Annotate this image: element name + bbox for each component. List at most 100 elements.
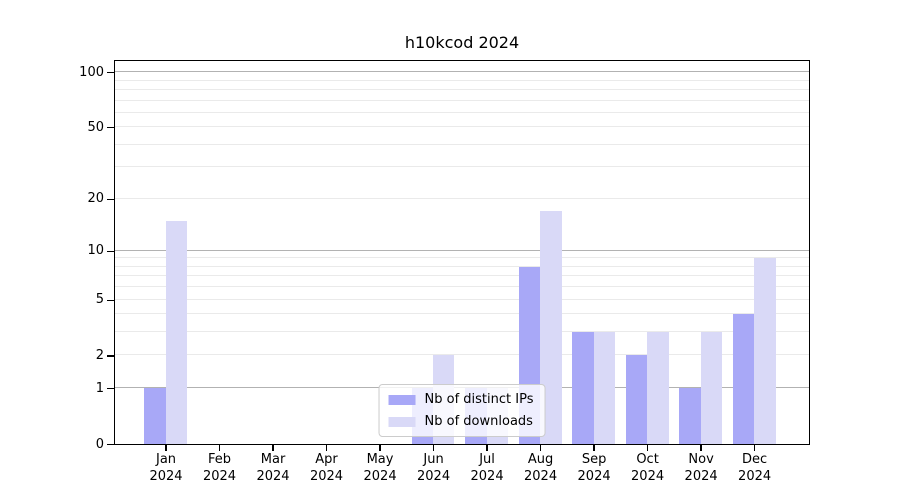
x-tick-year: 2024 xyxy=(577,468,611,484)
y-tick-mark xyxy=(107,72,114,74)
y-tick-label: 2 xyxy=(95,347,104,363)
minor-gridline xyxy=(115,265,809,267)
bar-downloads-nov xyxy=(700,332,723,444)
bar-distinct-ips-oct xyxy=(625,355,648,444)
x-tick-mark xyxy=(539,445,542,451)
x-tick-month: Jan xyxy=(155,452,177,467)
x-tick-label-nov: Nov 2024 xyxy=(666,452,736,485)
minor-gridline xyxy=(115,166,809,168)
minor-gridline xyxy=(115,99,809,101)
minor-gridline xyxy=(115,126,809,128)
x-tick-year: 2024 xyxy=(256,468,290,484)
x-tick-label-jul: Jul 2024 xyxy=(452,452,522,485)
x-tick-label-apr: Apr 2024 xyxy=(292,452,362,485)
bar-downloads-aug xyxy=(540,211,562,444)
minor-gridline xyxy=(115,286,809,288)
x-tick-mark xyxy=(593,445,595,451)
legend-swatch-distinct-ips xyxy=(388,394,416,405)
plot-area: Nb of distinct IPs Nb of downloads xyxy=(114,60,810,445)
legend-item-downloads: Nb of downloads xyxy=(388,414,534,429)
x-tick-year: 2024 xyxy=(149,468,183,484)
minor-gridline xyxy=(115,197,809,199)
y-tick-label: 50 xyxy=(87,119,104,135)
y-tick-label: 20 xyxy=(87,191,104,207)
chart-title: h10kcod 2024 xyxy=(404,33,520,52)
minor-gridline xyxy=(115,298,809,300)
x-tick-month: Mar xyxy=(260,452,286,467)
bar-distinct-ips-jan xyxy=(144,388,166,444)
legend-label-distinct-ips: Nb of distinct IPs xyxy=(424,392,534,407)
x-tick-mark xyxy=(486,445,488,451)
minor-gridline xyxy=(115,88,809,90)
x-tick-label-jun: Jun 2024 xyxy=(399,452,469,485)
bar-distinct-ips-sep xyxy=(572,332,594,444)
x-tick-mark xyxy=(218,445,221,451)
x-tick-label-dec: Dec 2024 xyxy=(720,452,790,485)
x-tick-year: 2024 xyxy=(202,468,237,484)
x-tick-month: Jun xyxy=(423,452,444,467)
x-tick-label-feb: Feb 2024 xyxy=(185,452,255,485)
x-tick-month: Apr xyxy=(315,452,338,467)
x-tick-label-oct: Oct 2024 xyxy=(613,452,683,485)
x-tick-mark xyxy=(325,445,328,451)
x-tick-label-may: May 2024 xyxy=(345,452,415,485)
legend: Nb of distinct IPs Nb of downloads xyxy=(378,384,546,437)
minor-gridline xyxy=(115,331,809,333)
y-tick-mark xyxy=(107,198,114,200)
minor-gridline xyxy=(115,354,809,356)
bar-downloads-oct xyxy=(647,332,669,444)
bar-distinct-ips-dec xyxy=(732,314,755,444)
x-tick-month: Feb xyxy=(208,452,232,467)
x-tick-label-mar: Mar 2024 xyxy=(238,452,308,485)
minor-gridline xyxy=(115,143,809,145)
x-tick-mark xyxy=(165,445,167,451)
x-tick-mark xyxy=(754,445,756,451)
x-tick-year: 2024 xyxy=(738,468,772,484)
y-tick-mark xyxy=(107,127,114,129)
y-tick-label: 5 xyxy=(95,292,104,308)
x-tick-mark xyxy=(379,445,381,451)
major-gridline xyxy=(115,71,809,73)
major-gridline xyxy=(115,249,809,251)
legend-swatch-downloads xyxy=(388,416,416,427)
x-tick-year: 2024 xyxy=(309,468,344,484)
y-tick-mark xyxy=(107,250,114,252)
x-tick-year: 2024 xyxy=(631,468,665,484)
y-tick-mark xyxy=(107,355,114,357)
x-tick-year: 2024 xyxy=(470,468,504,484)
x-tick-label-sep: Sep 2024 xyxy=(559,452,629,485)
x-tick-month: Nov xyxy=(688,452,714,467)
x-tick-month: Jul xyxy=(479,452,495,467)
x-tick-month: Dec xyxy=(742,452,768,467)
legend-label-downloads: Nb of downloads xyxy=(424,414,533,429)
x-tick-label-aug: Aug 2024 xyxy=(506,452,576,485)
bar-distinct-ips-nov xyxy=(679,388,701,444)
bar-downloads-sep xyxy=(593,332,616,444)
y-tick-mark xyxy=(107,299,114,301)
y-tick-label: 0 xyxy=(95,436,104,452)
x-tick-year: 2024 xyxy=(363,468,397,484)
minor-gridline xyxy=(115,257,809,259)
minor-gridline xyxy=(115,111,809,113)
minor-gridline xyxy=(115,313,809,315)
x-tick-mark xyxy=(432,445,435,451)
legend-item-distinct-ips: Nb of distinct IPs xyxy=(388,392,534,407)
y-tick-mark xyxy=(107,388,114,390)
x-tick-label-jan: Jan 2024 xyxy=(131,452,201,485)
y-tick-label: 1 xyxy=(95,380,104,396)
x-tick-year: 2024 xyxy=(684,468,718,484)
bar-downloads-jan xyxy=(165,220,187,444)
y-tick-mark xyxy=(107,443,114,446)
x-tick-mark xyxy=(646,445,649,451)
x-tick-mark xyxy=(700,445,702,451)
minor-gridline xyxy=(115,275,809,277)
x-tick-year: 2024 xyxy=(417,468,451,484)
x-tick-month: May xyxy=(366,452,394,467)
y-tick-label: 100 xyxy=(79,64,104,80)
x-tick-month: Aug xyxy=(527,452,554,467)
minor-gridline xyxy=(115,79,809,81)
x-tick-month: Sep xyxy=(581,452,607,467)
x-tick-year: 2024 xyxy=(524,468,558,484)
y-tick-label: 10 xyxy=(87,243,104,259)
